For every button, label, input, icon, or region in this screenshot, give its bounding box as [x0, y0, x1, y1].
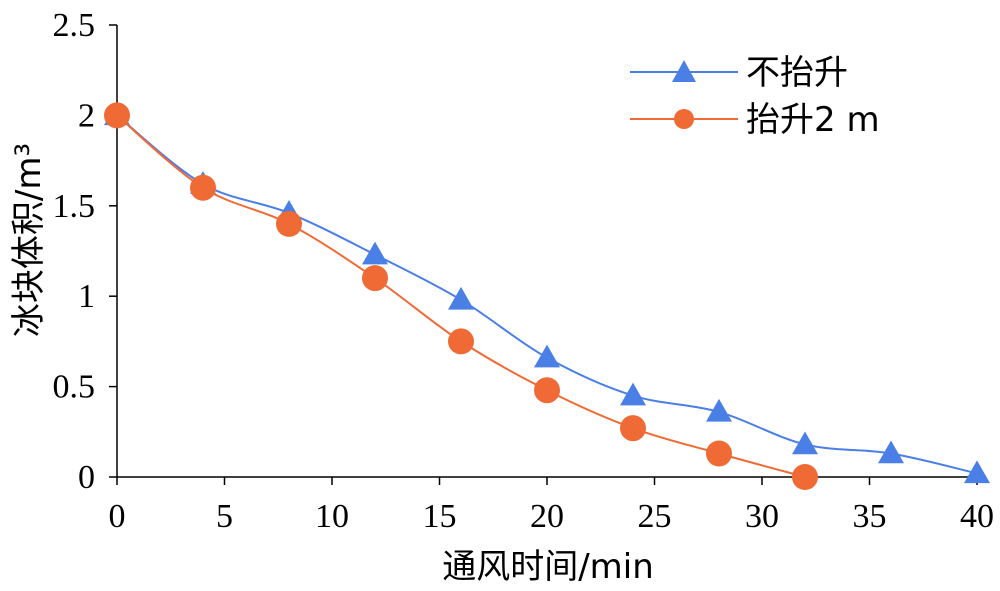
x-tick-label: 15: [423, 498, 457, 535]
data-point-triangle: [362, 241, 388, 265]
legend-item-0: 不抬升: [630, 53, 848, 93]
legend-marker-triangle: [672, 60, 696, 82]
data-point-circle: [534, 377, 560, 404]
data-point-circle: [706, 440, 732, 467]
x-tick-label: 25: [638, 498, 672, 535]
legend-marker-circle: [674, 109, 694, 129]
series-1: [104, 102, 818, 490]
legend-item-1: 抬升2 m: [630, 100, 880, 140]
x-tick-label: 20: [530, 498, 564, 535]
data-point-circle: [362, 265, 388, 292]
legend-label-0: 不抬升: [746, 53, 848, 93]
y-tick-label: 2: [78, 97, 95, 134]
legend-label-1: 抬升2 m: [746, 100, 880, 140]
x-axis-title: 通风时间/min: [442, 547, 654, 587]
y-axis-title: 冰块体积/m³: [9, 143, 49, 337]
series-0: [104, 102, 990, 484]
x-tick-label: 30: [745, 498, 779, 535]
data-point-triangle: [878, 440, 904, 464]
data-point-circle: [104, 102, 130, 129]
axes: [116, 25, 977, 478]
data-point-circle: [190, 174, 216, 201]
y-tick-label: 2.5: [53, 7, 96, 44]
legend: 不抬升 抬升2 m: [630, 53, 880, 140]
y-tick-label: 0.5: [53, 369, 96, 406]
y-tick-label: 1.5: [53, 188, 96, 225]
x-tick-label: 5: [216, 498, 233, 535]
x-tick-label: 35: [853, 498, 887, 535]
y-tick-labels: 0 0.5 1 1.5 2 2.5: [53, 7, 117, 496]
x-tick-label: 0: [109, 498, 126, 535]
data-point-circle: [448, 328, 474, 355]
data-point-triangle: [448, 286, 474, 310]
y-tick-label: 0: [78, 459, 95, 496]
data-point-triangle: [792, 431, 818, 455]
x-tick-label: 10: [315, 498, 349, 535]
data-point-triangle: [534, 344, 560, 368]
data-point-triangle: [706, 398, 732, 422]
data-point-circle: [792, 464, 818, 490]
data-point-triangle: [620, 382, 646, 406]
x-tick-labels: 0 5 10 15 20 25 30 35 40: [109, 477, 994, 535]
data-point-circle: [276, 210, 302, 237]
data-point-triangle: [964, 460, 990, 484]
data-point-circle: [620, 415, 646, 442]
series-line-0: [116, 114, 978, 475]
x-tick-label: 40: [960, 498, 994, 535]
y-tick-label: 1: [78, 278, 95, 315]
series-layer: [104, 102, 990, 490]
